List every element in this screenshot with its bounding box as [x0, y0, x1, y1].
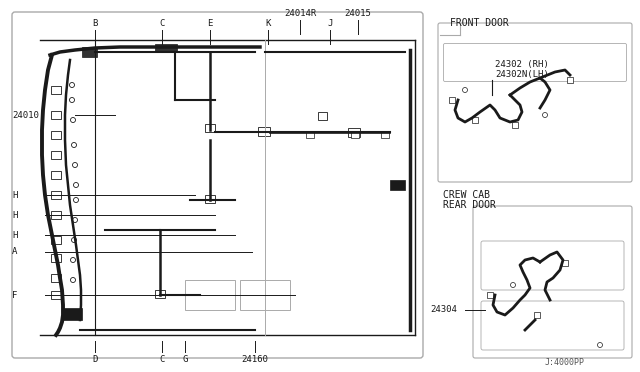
Bar [472, 117, 478, 123]
FancyBboxPatch shape [481, 301, 624, 350]
FancyBboxPatch shape [481, 241, 624, 290]
Text: J: J [327, 19, 333, 28]
Text: REAR DOOR: REAR DOOR [443, 200, 496, 210]
Bar [351, 131, 359, 138]
Text: 24014R: 24014R [284, 9, 316, 18]
Text: 24160: 24160 [241, 355, 268, 364]
Bar [51, 111, 61, 119]
Bar [82, 47, 97, 57]
Bar [51, 236, 61, 244]
Bar [487, 292, 493, 298]
FancyBboxPatch shape [444, 44, 627, 81]
Bar [51, 211, 61, 219]
Text: 24302N(LH): 24302N(LH) [495, 71, 548, 80]
FancyBboxPatch shape [473, 206, 632, 358]
Bar [258, 127, 270, 136]
Text: G: G [182, 355, 188, 364]
Bar [155, 44, 177, 52]
Text: CREW CAB: CREW CAB [443, 190, 490, 200]
FancyBboxPatch shape [438, 23, 632, 182]
Bar [51, 151, 61, 159]
Bar [240, 280, 290, 310]
Text: 24010: 24010 [12, 110, 39, 119]
Bar [205, 124, 215, 132]
Bar [51, 86, 61, 94]
Bar [318, 112, 327, 120]
Bar [51, 254, 61, 262]
Bar [62, 308, 82, 320]
Text: H: H [12, 211, 17, 219]
Text: H: H [12, 231, 17, 240]
Bar [155, 290, 165, 298]
Text: F: F [12, 291, 17, 299]
Text: 24015: 24015 [344, 9, 371, 18]
Bar [306, 131, 314, 138]
Text: E: E [207, 19, 212, 28]
Text: K: K [266, 19, 271, 28]
Bar [534, 312, 540, 318]
Text: A: A [12, 247, 17, 257]
Text: H: H [12, 190, 17, 199]
Bar [205, 195, 215, 203]
Text: J:4000PP: J:4000PP [545, 358, 585, 367]
Bar [51, 191, 61, 199]
Bar [381, 131, 389, 138]
Text: C: C [159, 19, 164, 28]
Bar [567, 77, 573, 83]
Text: C: C [159, 355, 164, 364]
Bar [51, 291, 61, 299]
Text: D: D [92, 355, 98, 364]
Bar [51, 171, 61, 179]
Bar [390, 180, 405, 190]
Bar [449, 97, 455, 103]
Text: 24302 (RH): 24302 (RH) [495, 61, 548, 70]
Bar [512, 122, 518, 128]
Text: FRONT DOOR: FRONT DOOR [450, 18, 509, 28]
Text: B: B [92, 19, 98, 28]
Text: 24304: 24304 [430, 305, 457, 314]
Bar [185, 280, 235, 310]
Bar [51, 274, 61, 282]
FancyBboxPatch shape [12, 12, 423, 358]
Bar [562, 260, 568, 266]
Bar [348, 128, 360, 137]
Bar [51, 131, 61, 139]
